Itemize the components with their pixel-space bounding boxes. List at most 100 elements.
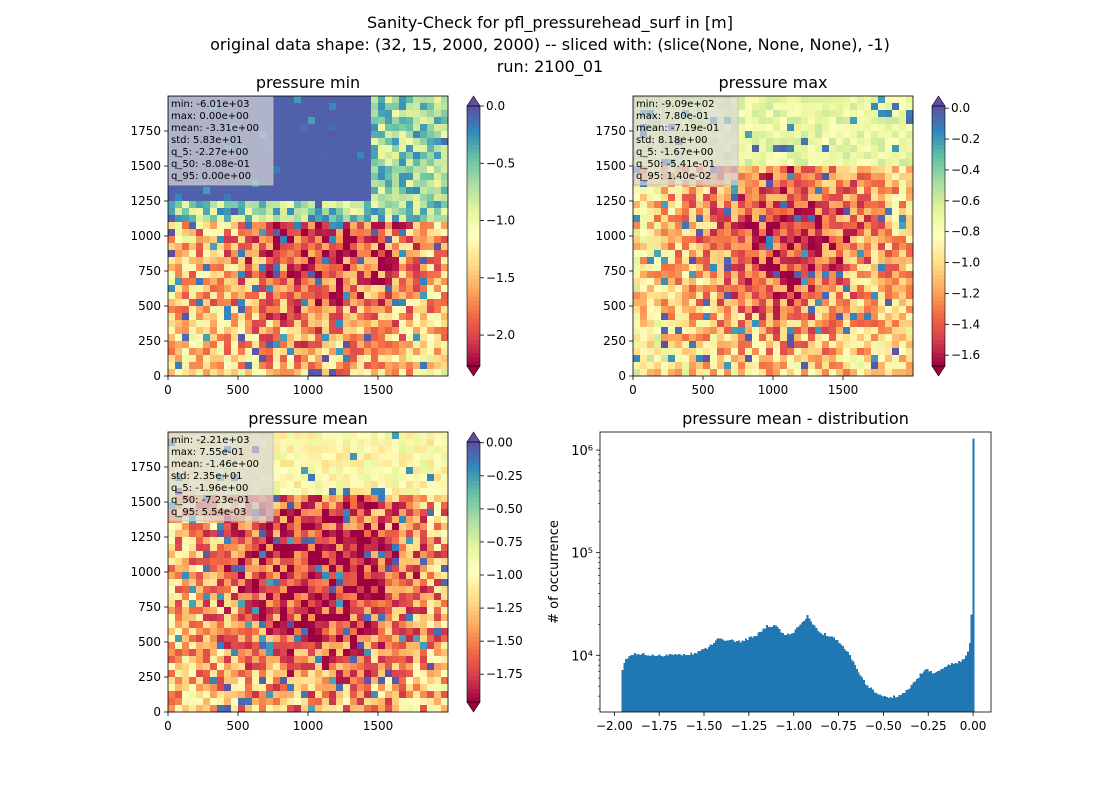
histogram-bar (958, 660, 961, 712)
histogram-bar (873, 692, 876, 712)
x-tick-label: 0 (629, 383, 637, 397)
histogram-frame (599, 431, 992, 713)
histogram-bar (933, 672, 936, 712)
heatmap-panel-max: pressure max 0 500 1000 1500 0 250 500 750 1000 12… (595, 73, 980, 397)
colorbar-frame (931, 105, 946, 367)
histogram-bar (730, 639, 733, 712)
histogram-bar (903, 692, 906, 712)
histogram-bar (621, 669, 624, 712)
stats-line: mean: -3.31e+00 (171, 123, 259, 134)
histogram-bar (806, 614, 809, 712)
histogram-bar (785, 634, 788, 712)
y-tick-label: 1750 (130, 124, 161, 138)
x-tick-label: 1000 (293, 383, 324, 397)
histogram-bar (625, 658, 628, 712)
y-tick-label: 500 (603, 299, 626, 313)
histogram-bar (649, 655, 652, 712)
histogram-bar (720, 638, 723, 712)
y-tick-label: 1250 (130, 194, 161, 208)
histogram-bar (681, 655, 684, 712)
histogram-bar (808, 618, 811, 712)
histogram-y-axis-label: # of occurrence (547, 520, 562, 624)
y-tick-label: 1750 (595, 124, 626, 138)
histogram-bar (861, 677, 864, 712)
histogram-bar (783, 635, 786, 712)
histogram-bar (697, 650, 700, 712)
y-tick-label: 750 (138, 264, 161, 278)
colorbar-max: 0.0 −0.2 −0.4 −0.6 −0.8 −1.0 −1.2 −1.4 −1.6 (931, 95, 980, 377)
y-tick-label: 750 (603, 264, 626, 278)
histogram-bar (838, 642, 841, 712)
y-tick-label: 500 (138, 299, 161, 313)
y-tick-label: 1000 (130, 565, 161, 579)
y-tick-label: 1500 (130, 495, 161, 509)
histogram-bar (961, 659, 964, 712)
histogram-bar (877, 694, 880, 712)
histogram-bar (700, 649, 703, 712)
y-tick-label: 1000 (595, 229, 626, 243)
histogram-x-tick-label: −2.00 (596, 719, 633, 733)
colorbar-tick-label: −0.8 (951, 225, 980, 239)
stats-line: std: 8.18e+00 (636, 135, 708, 146)
colorbar-tick-label: −1.75 (486, 667, 523, 681)
histogram-bar (660, 656, 663, 712)
histogram-bar (905, 690, 908, 712)
histogram-bar (864, 684, 867, 712)
histogram-bar (833, 637, 835, 712)
histogram-bar (884, 696, 887, 712)
colorbar-tick-label: −1.5 (486, 271, 515, 285)
x-tick-label: 0 (164, 383, 172, 397)
histogram-bar (787, 633, 790, 712)
stats-line: q_5: -1.67e+00 (636, 147, 713, 158)
histogram-bar (732, 640, 735, 712)
heatmap-panel-mean: pressure mean 0 500 1000 1500 0 250 500 750 1000 1… (130, 409, 522, 733)
colorbar-tick-label: −0.4 (951, 163, 980, 177)
histogram-bar (900, 694, 902, 712)
stats-box-background (168, 432, 274, 522)
stats-line: std: 2.35e+01 (171, 471, 243, 482)
y-tick-label: 1250 (130, 530, 161, 544)
histogram-bar (952, 664, 955, 712)
histogram-x-tick-label: −1.00 (775, 719, 812, 733)
histogram-bar (822, 634, 825, 712)
histogram-bar (963, 659, 966, 712)
histogram-bar (901, 693, 904, 712)
stats-box-background (168, 96, 274, 186)
histogram-bar (817, 631, 820, 712)
colorbar-tick-label: −2.0 (486, 328, 515, 342)
histogram-bar (762, 628, 765, 712)
histogram-bar (942, 668, 945, 712)
histogram-bar (914, 681, 917, 712)
histogram-bar (778, 628, 781, 712)
stats-line: q_95: 1.40e-02 (636, 171, 711, 182)
colorbar-tick-label: −1.2 (951, 286, 980, 300)
histogram-bar (810, 621, 813, 712)
histogram-bar (792, 632, 795, 712)
histogram-bar (852, 661, 855, 712)
stats-line: q_5: -2.27e+00 (171, 147, 248, 158)
histogram-bar (868, 688, 871, 712)
histogram-bar (716, 638, 719, 712)
histogram-bar (699, 651, 702, 712)
histogram-bar (766, 625, 769, 712)
histogram-bar (827, 636, 830, 712)
x-tick-label: 500 (227, 719, 250, 733)
histogram-bar (921, 673, 924, 712)
histogram-bar (669, 653, 672, 712)
colorbar-tick-label: −0.50 (486, 502, 523, 516)
x-tick-label: 0 (164, 719, 172, 733)
colorbar-extend-top (466, 95, 481, 107)
y-tick-label: 1000 (130, 229, 161, 243)
histogram-x-tick-label: −1.75 (641, 719, 678, 733)
x-tick-label: 1500 (828, 383, 859, 397)
histogram-bar (855, 669, 858, 712)
stats-line: q_50: -5.41e-01 (636, 159, 715, 170)
histogram-bar (688, 654, 691, 712)
histogram-bar (848, 655, 851, 712)
histogram-bar (633, 653, 636, 712)
stats-line: min: -6.01e+03 (171, 99, 250, 110)
histogram-bar (683, 653, 686, 712)
histogram-x-tick-label: −0.25 (910, 719, 947, 733)
y-tick-label: 1750 (130, 460, 161, 474)
